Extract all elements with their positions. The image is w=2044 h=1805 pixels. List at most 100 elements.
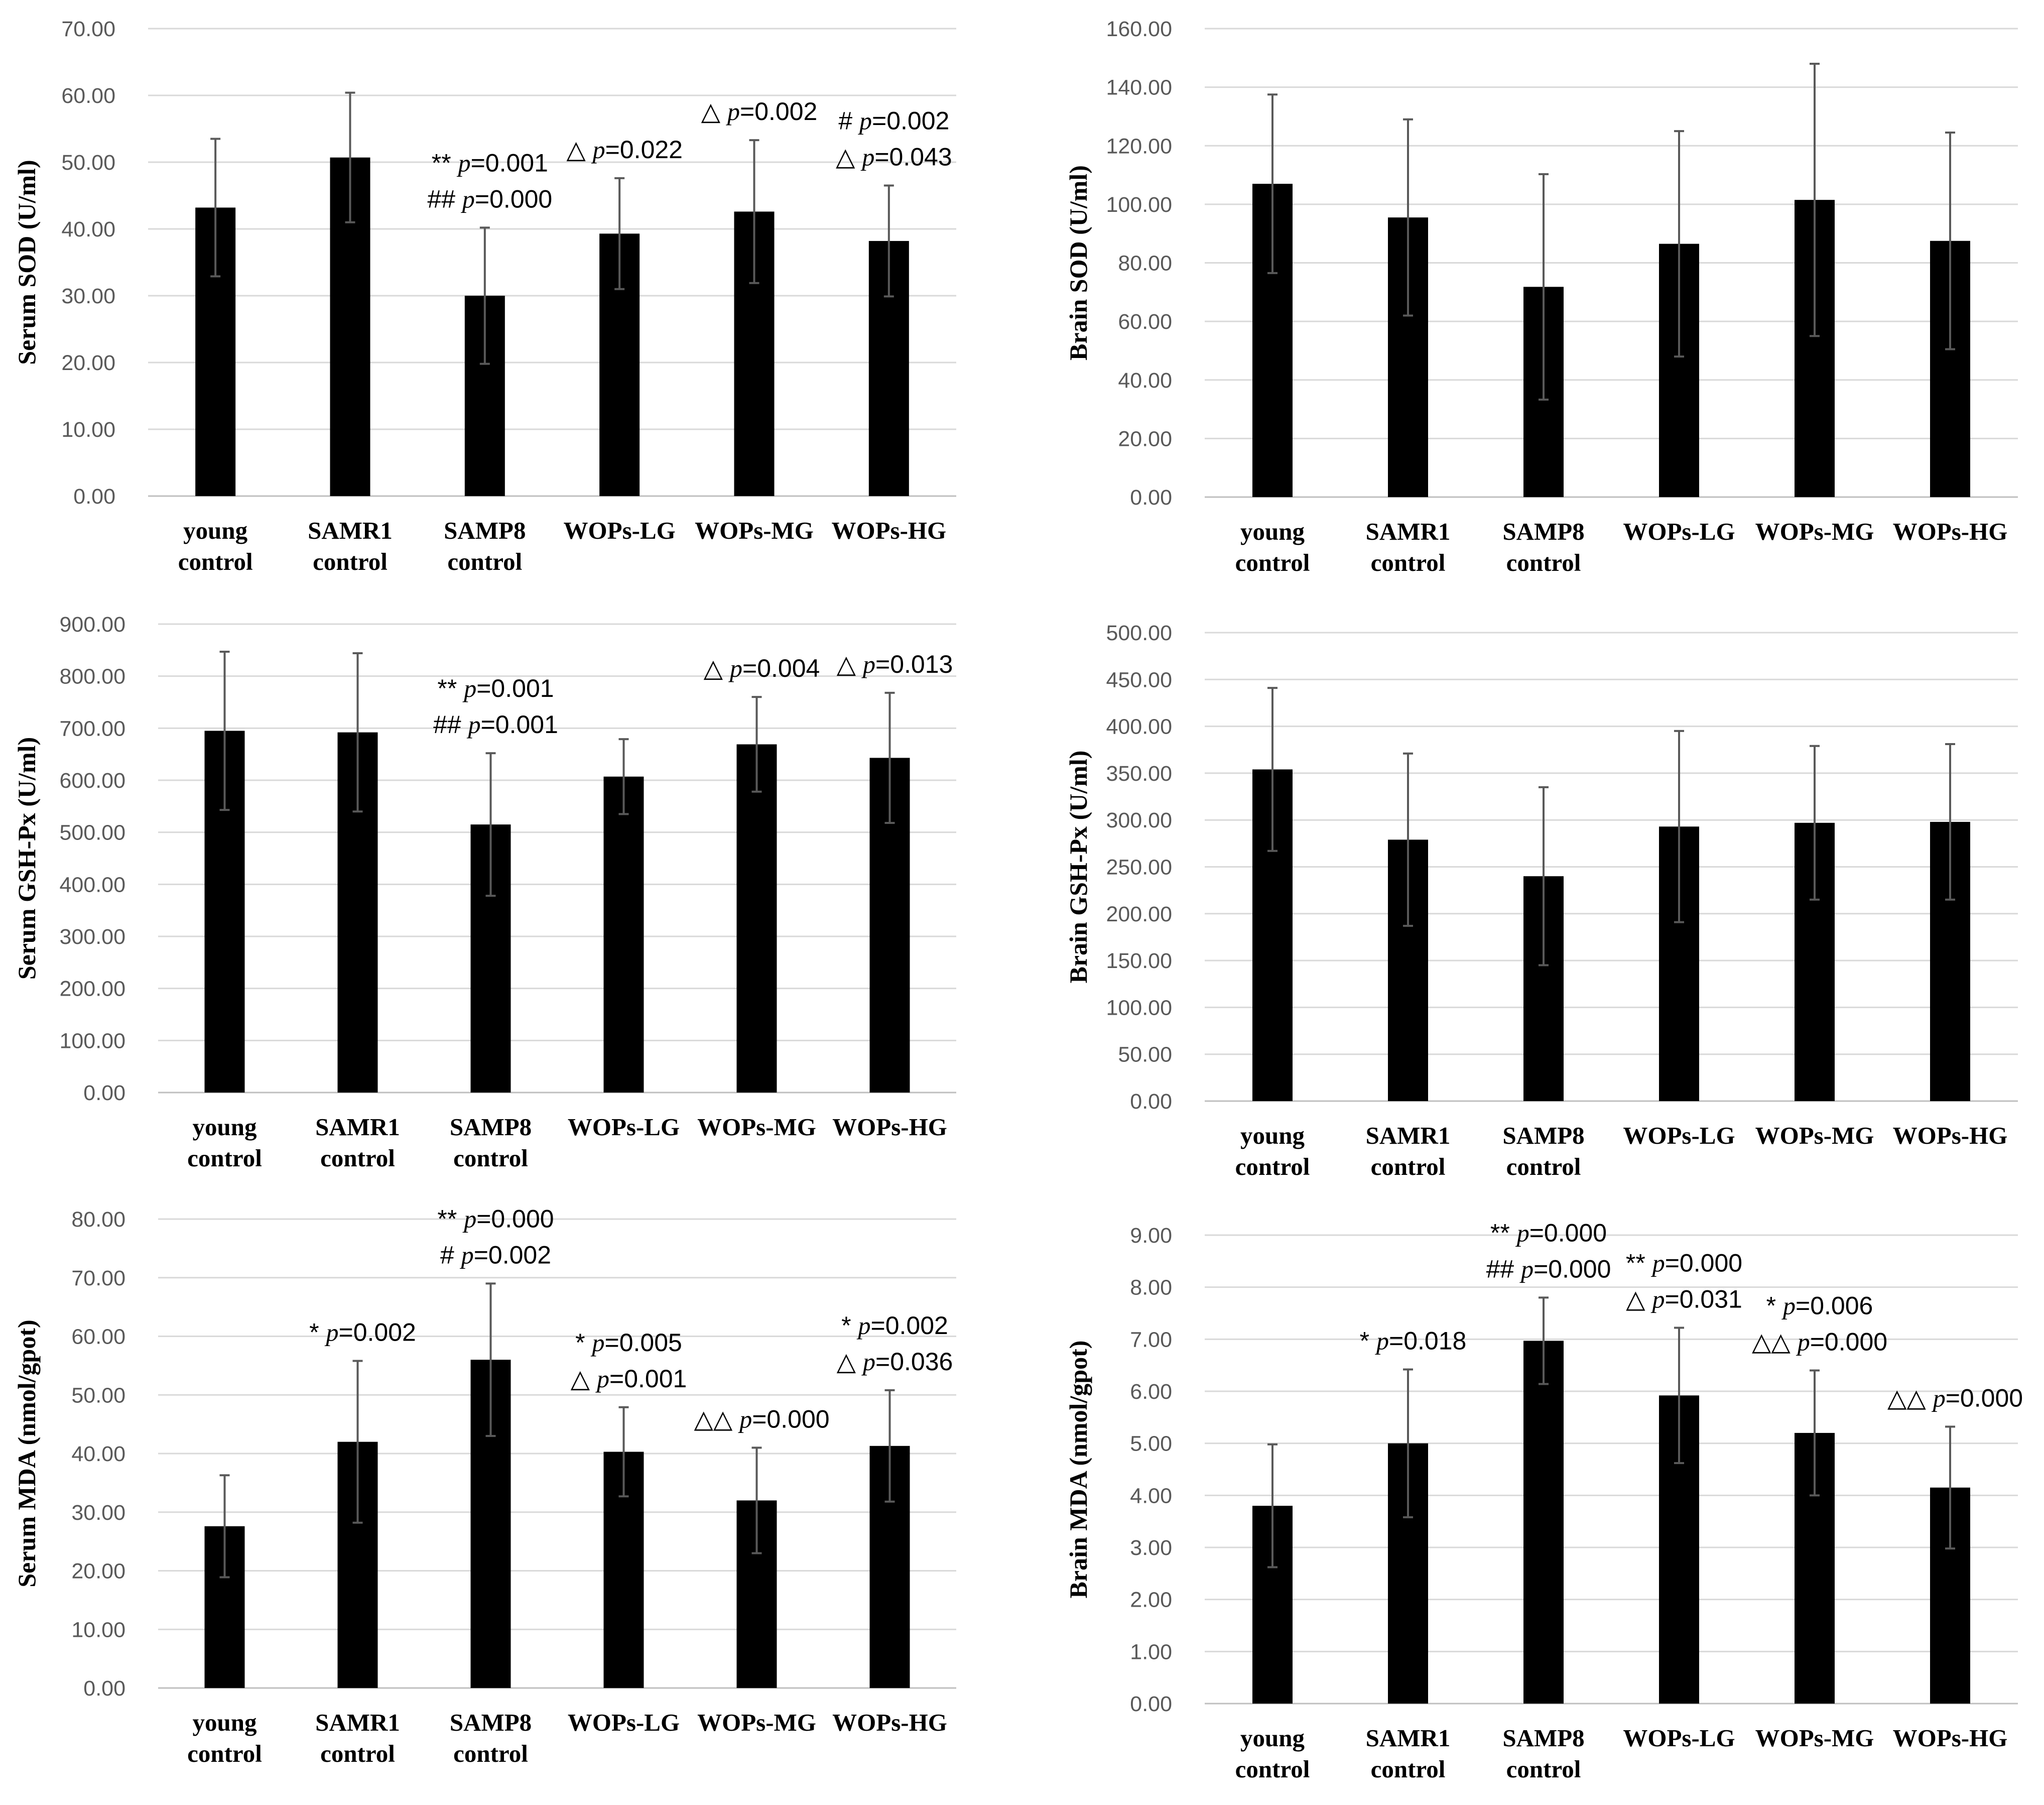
y-tick-label: 0.00 [1130, 1090, 1172, 1114]
chart-panel-3: 0.00 100.00 200.00 300.00 400.00 500.00 600.00… [13, 613, 956, 1172]
significance-annotation: ** p=0.000 [1626, 1249, 1742, 1277]
y-tick-label: 2.00 [1130, 1588, 1172, 1612]
chart-panel-5: 0.00 10.00 20.00 30.00 40.00 50.00 60.00 70.00 8… [13, 1205, 956, 1767]
y-tick-label: 1.00 [1130, 1640, 1172, 1664]
y-tick-label: 10.00 [71, 1618, 125, 1642]
significance-annotation: △ p=0.043 [836, 143, 952, 171]
y-tick-label: 60.00 [61, 84, 115, 108]
x-tick-label: SAMR1 control [1366, 1122, 1451, 1180]
significance-annotation: * p=0.002 [309, 1318, 416, 1347]
y-tick-label: 500.00 [1106, 621, 1172, 645]
x-tick-label: young control [187, 1113, 262, 1172]
y-tick-label: 60.00 [71, 1325, 125, 1349]
y-tick-label: 70.00 [61, 17, 115, 41]
y-axis-title: Serum SOD (U/ml) [13, 160, 41, 365]
x-tick-label: WOPs-LG [1623, 1724, 1735, 1752]
x-tick-label: SAMR1 control [308, 517, 393, 575]
x-tick-label: young control [187, 1709, 262, 1767]
x-tick-label: SAMP8 control [450, 1709, 532, 1767]
y-tick-label: 120.00 [1106, 134, 1172, 158]
y-axis-title: Serum GSH-Px (U/ml) [13, 737, 41, 980]
y-axis-title: Serum MDA (nmol/gpot) [13, 1319, 41, 1587]
y-tick-label: 160.00 [1106, 17, 1172, 41]
y-tick-label: 0.00 [83, 1676, 125, 1701]
significance-annotation: * p=0.002 [841, 1311, 948, 1340]
significance-annotation: ** p=0.000 [437, 1205, 554, 1233]
significance-annotation: △ p=0.013 [837, 650, 953, 678]
y-tick-label: 40.00 [61, 217, 115, 242]
y-axis-title: Brain SOD (U/ml) [1064, 165, 1092, 360]
y-tick-label: 300.00 [59, 925, 125, 949]
x-tick-label: WOPs-MG [1755, 1724, 1874, 1752]
significance-annotation: △ p=0.002 [701, 97, 818, 126]
x-tick-label: WOPs-LG [1623, 518, 1735, 545]
y-tick-label: 800.00 [59, 665, 125, 689]
significance-annotation: # p=0.002 [838, 107, 949, 135]
significance-annotation: △△ p=0.000 [1887, 1384, 2023, 1412]
y-tick-label: 400.00 [1106, 715, 1172, 739]
x-tick-label: SAMR1 control [1366, 518, 1451, 576]
y-tick-label: 80.00 [1118, 252, 1172, 276]
y-tick-label: 450.00 [1106, 668, 1172, 692]
y-tick-label: 4.00 [1130, 1484, 1172, 1508]
y-tick-label: 400.00 [59, 873, 125, 897]
x-tick-label: WOPs-HG [832, 1113, 947, 1141]
x-tick-label: WOPs-MG [697, 1113, 816, 1141]
y-tick-label: 200.00 [1106, 902, 1172, 926]
y-tick-label: 300.00 [1106, 808, 1172, 832]
y-tick-label: 20.00 [71, 1559, 125, 1584]
y-tick-label: 0.00 [73, 485, 115, 509]
y-tick-label: 40.00 [71, 1442, 125, 1466]
significance-annotation: # p=0.002 [440, 1241, 551, 1269]
significance-annotation: △△ p=0.000 [1752, 1328, 1887, 1356]
x-tick-label: WOPs-LG [568, 1113, 680, 1141]
y-tick-label: 20.00 [61, 351, 115, 375]
x-tick-label: SAMR1 control [315, 1709, 400, 1767]
x-tick-label: WOPs-HG [1893, 1724, 2008, 1752]
y-axis-title: Brain MDA (nmol/gpot) [1064, 1341, 1092, 1599]
y-tick-label: 600.00 [59, 769, 125, 793]
y-tick-label: 150.00 [1106, 949, 1172, 973]
x-tick-label: WOPs-LG [568, 1709, 680, 1736]
y-tick-label: 9.00 [1130, 1224, 1172, 1248]
y-tick-label: 50.00 [61, 151, 115, 175]
y-tick-label: 6.00 [1130, 1380, 1172, 1404]
x-tick-label: WOPs-HG [1893, 1122, 2008, 1149]
significance-annotation: ** p=0.001 [432, 149, 548, 177]
y-tick-label: 20.00 [1118, 427, 1172, 451]
y-tick-label: 7.00 [1130, 1328, 1172, 1352]
y-tick-label: 8.00 [1130, 1276, 1172, 1300]
chart-panel-6: 0.00 1.00 2.00 3.00 4.00 5.00 6.00 7.00 8.00 9.00… [1064, 1219, 2023, 1783]
y-tick-label: 5.00 [1130, 1432, 1172, 1456]
chart-panel-4: 0.00 50.00 100.00 150.00 200.00 250.00 300.00 3… [1064, 621, 2018, 1180]
x-tick-label: SAMR1 control [315, 1113, 400, 1172]
y-axis-title: Brain GSH-Px (U/ml) [1064, 751, 1092, 984]
y-tick-label: 80.00 [71, 1208, 125, 1232]
x-tick-label: SAMP8 control [1502, 518, 1584, 576]
x-tick-label: WOPs-HG [832, 1709, 947, 1736]
x-tick-label: young control [178, 517, 253, 575]
y-tick-label: 100.00 [59, 1029, 125, 1053]
bar [1523, 1341, 1564, 1704]
x-tick-label: young control [1235, 518, 1310, 576]
y-tick-label: 40.00 [1118, 369, 1172, 393]
y-tick-label: 30.00 [61, 284, 115, 308]
y-tick-label: 100.00 [1106, 996, 1172, 1020]
x-tick-label: WOPs-LG [564, 517, 676, 544]
significance-annotation: * p=0.006 [1766, 1292, 1873, 1320]
significance-annotation: ## p=0.001 [433, 710, 558, 739]
y-tick-label: 30.00 [71, 1501, 125, 1525]
x-tick-label: WOPs-HG [831, 517, 946, 544]
x-tick-label: WOPs-MG [695, 517, 814, 544]
y-tick-label: 900.00 [59, 613, 125, 637]
x-tick-label: SAMP8 control [1502, 1122, 1584, 1180]
significance-annotation: △ p=0.004 [704, 654, 820, 682]
significance-annotation: △ p=0.031 [1626, 1285, 1742, 1313]
x-tick-label: WOPs-MG [1755, 1122, 1874, 1149]
significance-annotation: △△ p=0.000 [694, 1405, 829, 1433]
y-tick-label: 60.00 [1118, 310, 1172, 334]
y-tick-label: 10.00 [61, 418, 115, 442]
y-tick-label: 70.00 [71, 1266, 125, 1290]
y-tick-label: 50.00 [1118, 1043, 1172, 1067]
